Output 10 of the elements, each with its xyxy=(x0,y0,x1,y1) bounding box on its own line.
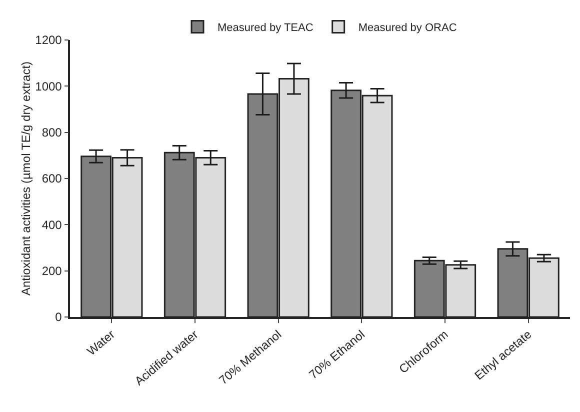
y-tick-label: 200 xyxy=(42,264,62,278)
y-axis-title: Antioxidant activities (µmol TE/g dry extract) xyxy=(19,61,34,296)
legend-label: Measured by TEAC xyxy=(218,22,314,34)
y-tick-label: 0 xyxy=(55,310,62,324)
y-tick-label: 1000 xyxy=(35,79,62,94)
legend-label: Measured by ORAC xyxy=(358,22,457,34)
y-tick-label: 400 xyxy=(42,218,62,232)
y-tick-label: 600 xyxy=(42,172,62,186)
y-tick-label: 1200 xyxy=(35,33,62,48)
y-tick-label: 800 xyxy=(42,126,62,140)
